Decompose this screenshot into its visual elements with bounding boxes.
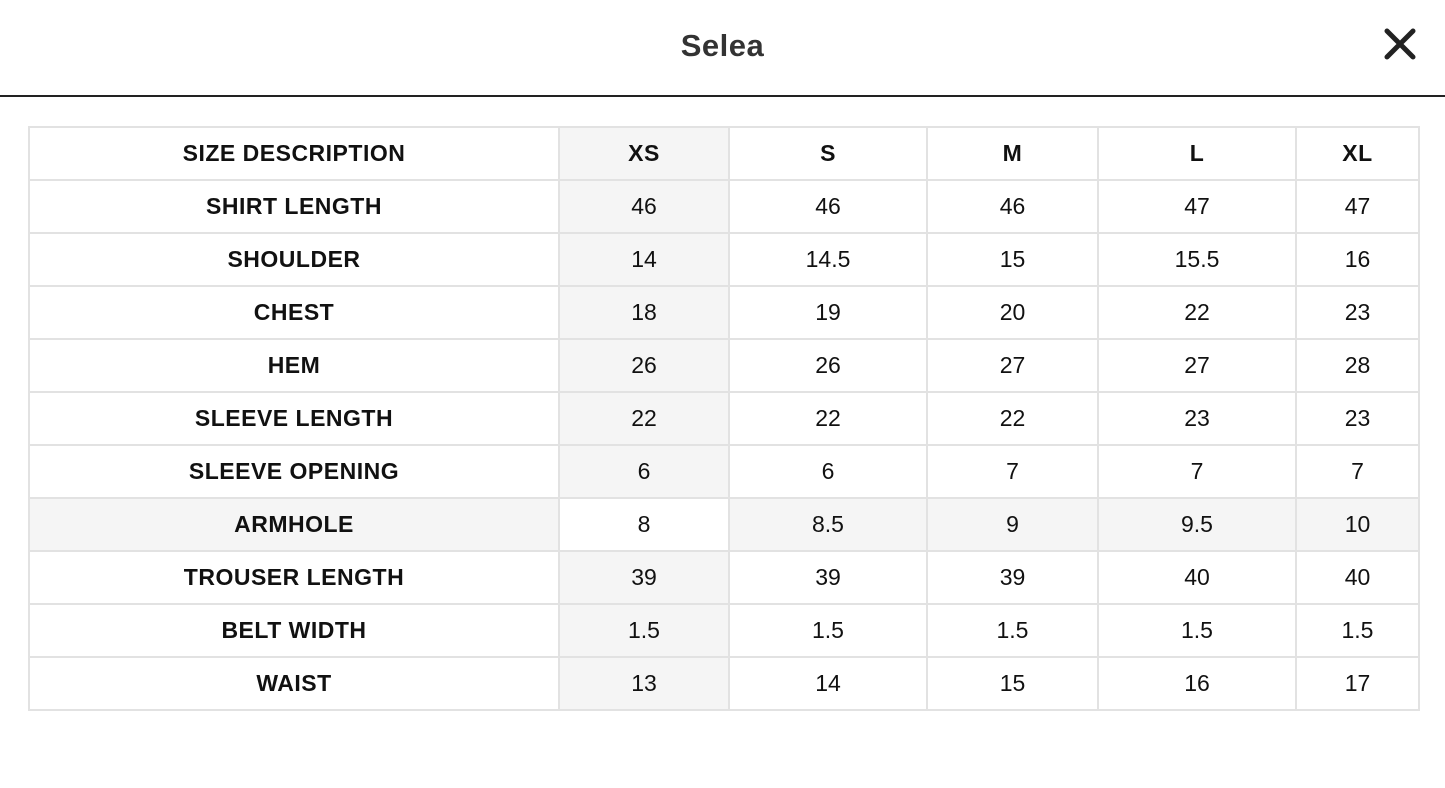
row-label: SHOULDER: [28, 232, 560, 287]
size-value: 1.5: [558, 603, 730, 658]
size-value: 7: [926, 444, 1099, 499]
size-value: 22: [558, 391, 730, 446]
size-value: 46: [926, 179, 1099, 234]
table-row: BELT WIDTH 1.5 1.5 1.5 1.5 1.5: [28, 603, 1420, 658]
size-value: 7: [1295, 444, 1420, 499]
size-value: 20: [926, 285, 1099, 340]
column-header: XL: [1295, 126, 1420, 181]
size-value: 14.5: [728, 232, 928, 287]
size-value: 10: [1295, 497, 1420, 552]
row-label: SLEEVE OPENING: [28, 444, 560, 499]
header-row: SIZE DESCRIPTION XS S M L XL: [28, 126, 1420, 181]
row-label: CHEST: [28, 285, 560, 340]
size-value: 26: [728, 338, 928, 393]
size-value: 14: [558, 232, 730, 287]
size-value: 26: [558, 338, 730, 393]
modal-title: Selea: [680, 28, 765, 63]
size-value: 47: [1097, 179, 1297, 234]
size-value: 22: [728, 391, 928, 446]
size-table: SIZE DESCRIPTION XS S M L XL SHIRT LENGTH 46 46 4…: [28, 126, 1420, 711]
size-value: 6: [728, 444, 928, 499]
size-value: 8.5: [728, 497, 928, 552]
size-value: 15.5: [1097, 232, 1297, 287]
size-value: 39: [926, 550, 1099, 605]
row-label: SLEEVE LENGTH: [28, 391, 560, 446]
table-row: HEM 26 26 27 27 28: [28, 338, 1420, 393]
size-value: 1.5: [926, 603, 1099, 658]
size-value: 18: [558, 285, 730, 340]
size-value: 1.5: [1097, 603, 1297, 658]
size-value: 46: [558, 179, 730, 234]
close-button[interactable]: [1380, 24, 1420, 64]
table-row: CHEST 18 19 20 22 23: [28, 285, 1420, 340]
size-value: 7: [1097, 444, 1297, 499]
column-header: S: [728, 126, 928, 181]
size-value: 9: [926, 497, 1099, 552]
size-value: 23: [1295, 285, 1420, 340]
column-header: XS: [558, 126, 730, 181]
table-row: WAIST 13 14 15 16 17: [28, 656, 1420, 711]
row-label: BELT WIDTH: [28, 603, 560, 658]
size-value: 1.5: [1295, 603, 1420, 658]
size-value: 23: [1295, 391, 1420, 446]
table-row: SLEEVE LENGTH 22 22 22 23 23: [28, 391, 1420, 446]
size-value: 17: [1295, 656, 1420, 711]
table-row: ARMHOLE 8 8.5 9 9.5 10: [28, 497, 1420, 552]
size-value: 1.5: [728, 603, 928, 658]
modal-header: Selea: [0, 0, 1445, 97]
size-value: 22: [926, 391, 1099, 446]
table-row: SHIRT LENGTH 46 46 46 47 47: [28, 179, 1420, 234]
size-value: 40: [1097, 550, 1297, 605]
size-value: 23: [1097, 391, 1297, 446]
size-value: 46: [728, 179, 928, 234]
size-value: 39: [728, 550, 928, 605]
column-header: SIZE DESCRIPTION: [28, 126, 560, 181]
size-value: 47: [1295, 179, 1420, 234]
size-value: 27: [926, 338, 1099, 393]
size-value: 28: [1295, 338, 1420, 393]
size-value: 15: [926, 232, 1099, 287]
row-label: SHIRT LENGTH: [28, 179, 560, 234]
row-label: WAIST: [28, 656, 560, 711]
column-header: L: [1097, 126, 1297, 181]
table-row: TROUSER LENGTH 39 39 39 40 40: [28, 550, 1420, 605]
size-value: 16: [1097, 656, 1297, 711]
size-value: 16: [1295, 232, 1420, 287]
size-value: 19: [728, 285, 928, 340]
size-value: 9.5: [1097, 497, 1297, 552]
size-value: 15: [926, 656, 1099, 711]
table-row: SHOULDER 14 14.5 15 15.5 16: [28, 232, 1420, 287]
row-label: ARMHOLE: [28, 497, 560, 552]
size-value: 39: [558, 550, 730, 605]
size-value: 13: [558, 656, 730, 711]
size-value: 27: [1097, 338, 1297, 393]
size-value: 40: [1295, 550, 1420, 605]
size-value: 6: [558, 444, 730, 499]
column-header: M: [926, 126, 1099, 181]
size-value: 22: [1097, 285, 1297, 340]
size-value: 8: [558, 497, 730, 552]
size-value: 14: [728, 656, 928, 711]
row-label: HEM: [28, 338, 560, 393]
row-label: TROUSER LENGTH: [28, 550, 560, 605]
table-row: SLEEVE OPENING 6 6 7 7 7: [28, 444, 1420, 499]
